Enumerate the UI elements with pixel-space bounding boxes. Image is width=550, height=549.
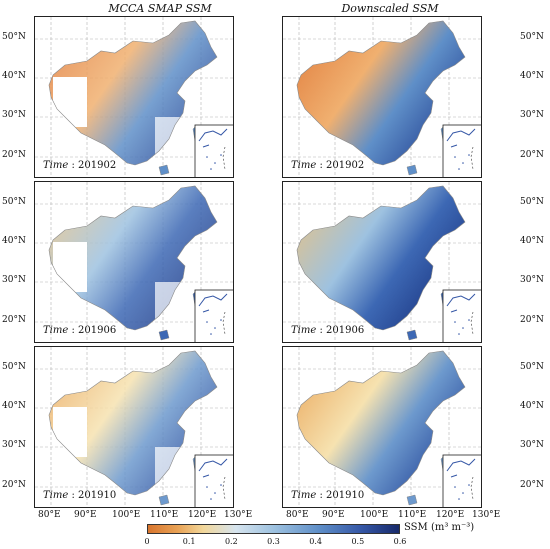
colorbar-tick-label: 0 [144,537,150,546]
latitude-label: 50°N [520,32,544,42]
map-panel-downscaled-3: Time : 201910 [282,346,482,508]
time-label: Time : 201902 [43,160,116,171]
longitude-label: 120°E [188,510,217,520]
colorbar-tick-label: 0.1 [182,537,196,546]
latitude-label: 20°N [2,150,26,160]
longitude-label: 100°E [360,510,389,520]
latitude-label: 50°N [2,197,26,207]
latitude-label: 50°N [2,362,26,372]
longitude-label: 110°E [150,510,179,520]
time-value: : 201902 [316,160,365,171]
longitude-label: 80°E [38,510,61,520]
colorbar-tick-label: 0.3 [267,537,280,546]
latitude-label: 30°N [2,275,26,285]
longitude-label: 80°E [286,510,309,520]
longitude-label: 130°E [224,510,253,520]
time-value: : 201910 [68,490,117,501]
map-panel-smap-3: Time : 201910 [34,346,234,508]
map-panel-downscaled-2: Time : 201906 [282,181,482,343]
map-panel-downscaled-1: Time : 201902 [282,16,482,178]
colorbar-tick-label: 0.4 [309,537,323,546]
map-panel-smap-1: Time : 201902 [34,16,234,178]
latitude-label: 20°N [520,480,544,490]
latitude-label: 50°N [2,32,26,42]
longitude-label: 90°E [74,510,97,520]
longitude-label: 130°E [472,510,501,520]
colorbar-tick-label: 0.6 [393,537,407,546]
longitude-label: 90°E [322,510,345,520]
longitude-label: 110°E [398,510,427,520]
latitude-label: 40°N [2,236,26,246]
map-panel-smap-2: Time : 201906 [34,181,234,343]
latitude-label: 50°N [520,362,544,372]
column-title-right: Downscaled SSM [341,2,439,15]
time-prefix: Time [43,490,69,501]
latitude-label: 40°N [520,236,544,246]
latitude-label: 20°N [520,150,544,160]
time-prefix: Time [291,490,317,501]
time-prefix: Time [291,160,317,171]
longitude-label: 120°E [436,510,465,520]
latitude-label: 20°N [2,315,26,325]
column-title-left: MCCA SMAP SSM [108,2,212,15]
latitude-label: 40°N [2,401,26,411]
time-prefix: Time [291,325,317,336]
colorbar [147,524,400,534]
time-value: : 201910 [316,490,365,501]
latitude-label: 40°N [520,71,544,81]
latitude-label: 30°N [520,440,544,450]
time-value: : 201902 [68,160,117,171]
time-value: : 201906 [316,325,365,336]
colorbar-label: SSM (m³ m⁻³) [404,522,475,533]
time-prefix: Time [43,160,69,171]
time-label: Time : 201906 [43,325,116,336]
latitude-label: 30°N [520,275,544,285]
time-label: Time : 201902 [291,160,364,171]
time-label: Time : 201906 [291,325,364,336]
longitude-label: 100°E [112,510,141,520]
time-label: Time : 201910 [291,490,364,501]
latitude-label: 30°N [520,110,544,120]
latitude-label: 50°N [520,197,544,207]
latitude-label: 20°N [2,480,26,490]
latitude-label: 40°N [520,401,544,411]
colorbar-tick-label: 0.5 [351,537,365,546]
latitude-label: 30°N [2,110,26,120]
latitude-label: 40°N [2,71,26,81]
time-label: Time : 201910 [43,490,116,501]
colorbar-tick-label: 0.2 [224,537,238,546]
latitude-label: 20°N [520,315,544,325]
latitude-label: 30°N [2,440,26,450]
time-prefix: Time [43,325,69,336]
time-value: : 201906 [68,325,117,336]
